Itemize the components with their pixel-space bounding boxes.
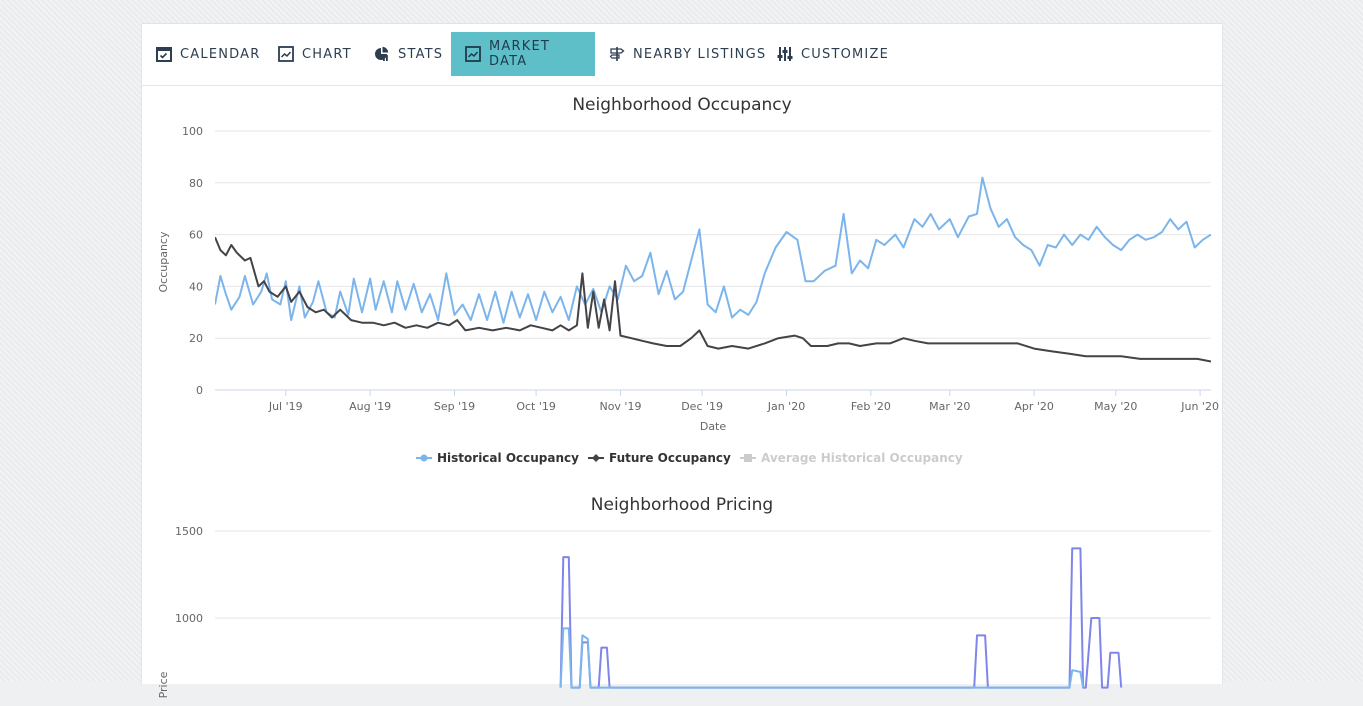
series-line-2[interactable] — [559, 627, 1085, 689]
y-tick-label: 80 — [189, 177, 203, 190]
chart-title: Neighborhood Pricing — [591, 495, 773, 515]
tab-calendar[interactable]: CALENDAR — [142, 32, 274, 76]
chart-title: Neighborhood Occupancy — [572, 95, 791, 115]
grid-lines — [215, 530, 1211, 619]
series-line-1[interactable] — [215, 176, 1211, 324]
y-tick-label: 20 — [189, 332, 203, 345]
tab-calendar-label: CALENDAR — [180, 46, 261, 62]
tab-customize[interactable]: CUSTOMIZE — [763, 32, 903, 76]
x-tick-label: Nov '19 — [599, 400, 641, 413]
y-tick-label: 0 — [196, 384, 203, 397]
pie-stats-icon — [374, 46, 390, 62]
x-axis-ticks: Jul '19 Aug '19 Sep '19 Oct '19 Nov '19 Dec '… — [268, 390, 1219, 413]
x-tick-label: Jan '20 — [767, 400, 805, 413]
x-tick-label: Aug '19 — [349, 400, 391, 413]
legend-item-average-historical[interactable]: Average Historical Occupancy — [740, 451, 963, 465]
y-tick-label: 1500 — [175, 525, 203, 538]
pricing-chart: Neighborhood Pricing 1000 1500 Price — [157, 495, 1211, 698]
x-axis-title: Date — [700, 420, 727, 433]
tab-chart-label: CHART — [302, 46, 352, 62]
y-axis-title: Occupancy — [157, 231, 170, 292]
occupancy-chart: Neighborhood Occupancy 0 20 40 60 80 100 Jul … — [157, 95, 1219, 465]
y-tick-label: 1000 — [175, 612, 203, 625]
y-tick-label: 100 — [182, 125, 203, 138]
calendar-icon — [156, 46, 172, 62]
series-line-2[interactable] — [215, 236, 1211, 363]
y-axis-ticks: 0 20 40 60 80 100 — [182, 125, 203, 397]
x-tick-label: Oct '19 — [516, 400, 556, 413]
line-chart-icon — [465, 46, 481, 62]
legend-future-label: Future Occupancy — [609, 451, 731, 465]
x-tick-label: Sep '19 — [434, 400, 475, 413]
x-tick-label: Jun '20 — [1180, 400, 1219, 413]
legend-item-future[interactable]: Future Occupancy — [588, 451, 731, 465]
tab-market-data[interactable]: MARKET DATA — [451, 32, 595, 76]
x-tick-label: Dec '19 — [681, 400, 723, 413]
x-tick-label: May '20 — [1094, 400, 1137, 413]
series-group — [215, 176, 1211, 363]
legend-historical-label: Historical Occupancy — [437, 451, 579, 465]
main-panel: CALENDAR CHART STATS MARKET DATA NEARBY … — [141, 23, 1223, 698]
grid-lines — [215, 130, 1211, 391]
x-tick-label: Jul '19 — [268, 400, 303, 413]
tab-nearby-listings[interactable]: NEARBY LISTINGS — [595, 32, 780, 76]
legend: Historical Occupancy Future Occupancy Av… — [416, 451, 963, 465]
tab-chart[interactable]: CHART — [264, 32, 366, 76]
series-group — [559, 547, 1123, 689]
tab-bar: CALENDAR CHART STATS MARKET DATA NEARBY … — [142, 24, 1222, 86]
x-tick-label: Mar '20 — [929, 400, 970, 413]
tab-customize-label: CUSTOMIZE — [801, 46, 889, 62]
tab-market-data-label: MARKET DATA — [489, 39, 551, 69]
y-axis-ticks: 1000 1500 — [175, 525, 203, 625]
y-tick-label: 60 — [189, 229, 203, 242]
x-tick-label: Feb '20 — [851, 400, 891, 413]
x-tick-label: Apr '20 — [1014, 400, 1054, 413]
legend-average-label: Average Historical Occupancy — [761, 451, 963, 465]
line-chart-icon — [278, 46, 294, 62]
y-tick-label: 40 — [189, 280, 203, 293]
tab-stats-label: STATS — [398, 46, 444, 62]
tab-stats[interactable]: STATS — [360, 32, 457, 76]
y-axis-title: Price — [157, 671, 170, 698]
tab-nearby-listings-label: NEARBY LISTINGS — [633, 46, 767, 62]
sliders-icon — [777, 46, 793, 62]
signpost-icon — [609, 46, 625, 62]
legend-item-historical[interactable]: Historical Occupancy — [416, 451, 579, 465]
